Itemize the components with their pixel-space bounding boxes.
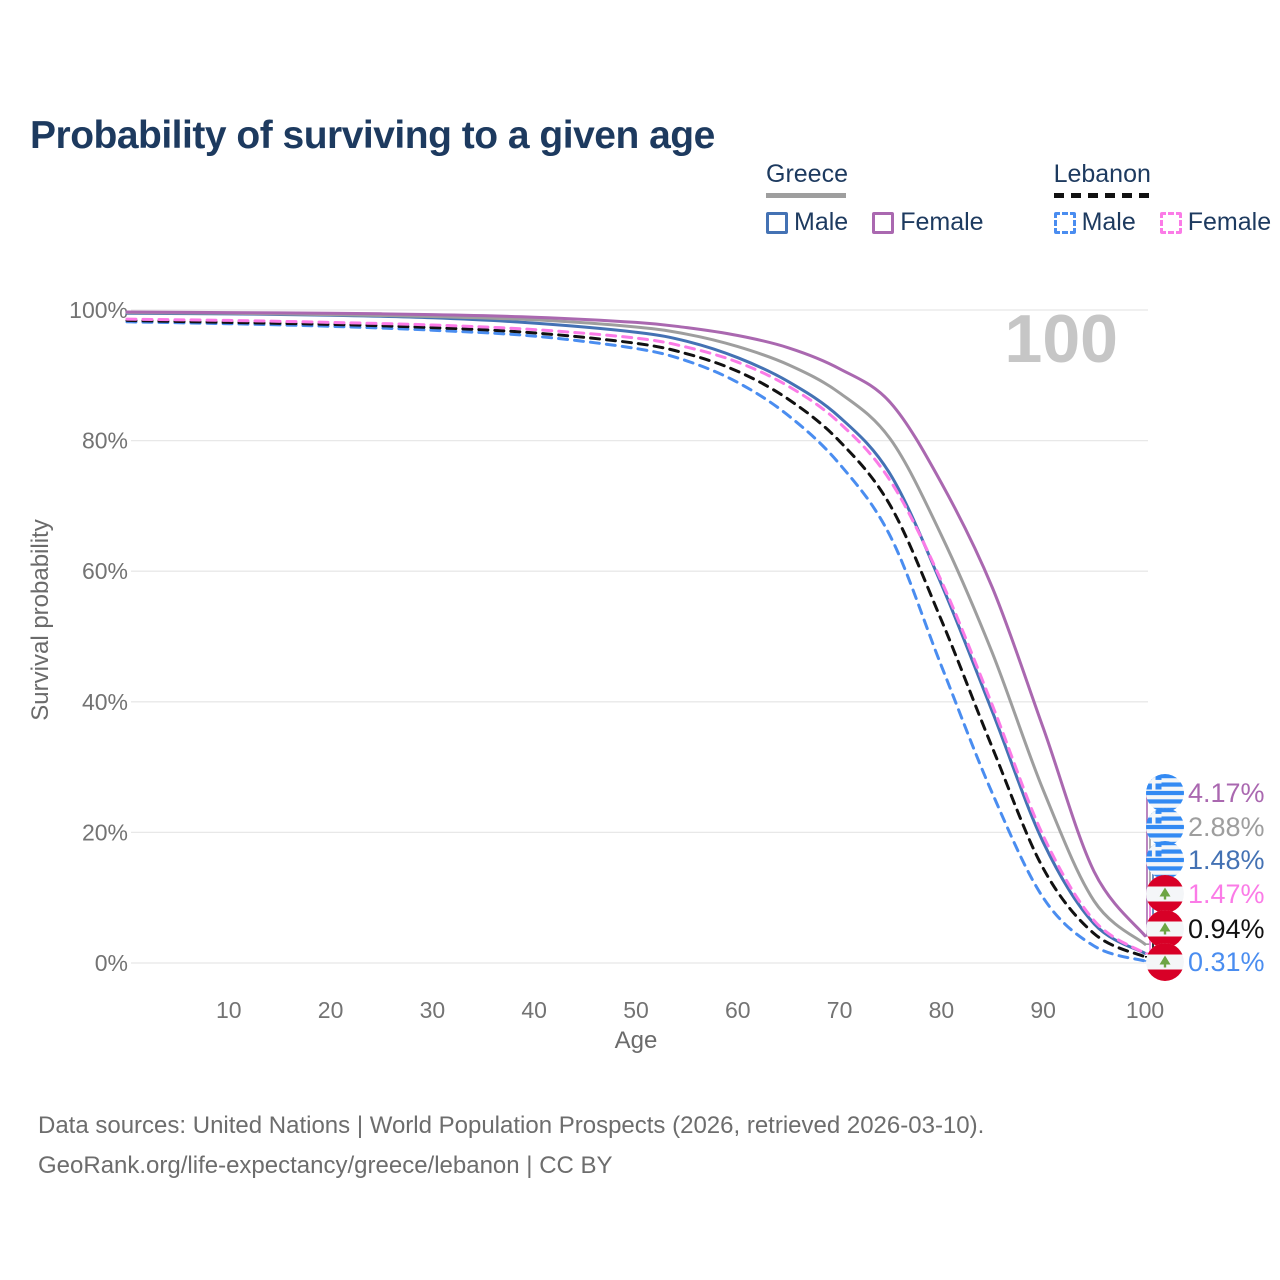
end-label-greece-all: 2.88%: [1188, 812, 1265, 842]
y-tick-label-60%: 60%: [82, 558, 128, 584]
x-tick-label-30: 30: [420, 997, 446, 1023]
flag-icon-lebanon: [1146, 910, 1184, 948]
x-tick-label-60: 60: [725, 997, 751, 1023]
end-label-lebanon-male: 0.31%: [1188, 947, 1265, 977]
series-line-greece-male[interactable]: [125, 311, 1147, 955]
watermark-max-age: 100: [1005, 301, 1118, 377]
y-tick-label-100%: 100%: [69, 297, 128, 323]
legend-group-lebanon: Lebanon Male Female: [1053, 160, 1272, 237]
series-line-lebanon-all[interactable]: [125, 318, 1147, 959]
legend-group-name-lebanon: Lebanon: [1053, 160, 1151, 188]
greece-male-swatch: [766, 211, 788, 234]
lebanon-male-swatch: [1053, 211, 1076, 234]
end-label-lebanon-female: 1.47%: [1188, 879, 1265, 909]
flag-icon-lebanon: [1146, 875, 1184, 913]
y-tick-label-20%: 20%: [82, 819, 128, 845]
x-tick-label-100: 100: [1126, 997, 1164, 1023]
flag-icon-greece: [1146, 774, 1184, 812]
legend-item-greece-male[interactable]: Male: [766, 208, 848, 237]
legend-item-lebanon-female[interactable]: Female: [1159, 208, 1272, 237]
legend-item-label: Female: [900, 208, 984, 236]
flag-icon-greece: [1146, 841, 1184, 879]
legend-item-lebanon-male[interactable]: Male: [1053, 208, 1136, 237]
legend-item-greece-female[interactable]: Female: [872, 208, 984, 237]
x-axis-title: Age: [615, 1027, 658, 1054]
legend-item-label: Female: [1187, 208, 1272, 236]
end-label-greece-male: 1.48%: [1188, 845, 1265, 875]
legend-group-name-greece: Greece: [766, 160, 848, 188]
x-tick-label-20: 20: [318, 997, 344, 1023]
greece-female-swatch: [872, 211, 895, 234]
y-tick-label-80%: 80%: [82, 428, 128, 454]
x-tick-label-50: 50: [623, 997, 649, 1023]
lebanon-line-style-sample: [1053, 193, 1154, 198]
legend-item-label: Male: [1081, 208, 1136, 236]
legend-group-greece: Greece Male Female: [766, 160, 984, 237]
greece-line-style-sample: [766, 193, 846, 198]
series-line-greece-female[interactable]: [125, 310, 1147, 938]
x-tick-label-40: 40: [521, 997, 547, 1023]
legend-item-label: Male: [794, 208, 849, 236]
x-tick-label-80: 80: [929, 997, 955, 1023]
lebanon-female-swatch: [1159, 211, 1182, 234]
x-tick-label-90: 90: [1030, 997, 1056, 1023]
label-connector-greece-female: [1145, 793, 1148, 937]
x-tick-label-70: 70: [827, 997, 853, 1023]
end-label-lebanon-all: 0.94%: [1188, 914, 1265, 944]
y-axis-title: Survival probability: [27, 519, 54, 720]
legend: Greece Male Female Lebanon: [766, 160, 1271, 237]
flag-icon-greece: [1146, 808, 1184, 846]
flag-icon-lebanon: [1146, 943, 1184, 981]
end-label-greece-female: 4.17%: [1188, 778, 1265, 808]
page-title: Probability of surviving to a given age: [30, 114, 715, 158]
y-tick-label-40%: 40%: [82, 689, 128, 715]
series-line-lebanon-male[interactable]: [125, 320, 1147, 963]
series-line-greece-all[interactable]: [125, 311, 1147, 946]
attribution-line: GeoRank.org/life-expectancy/greece/leban…: [38, 1152, 613, 1179]
y-tick-label-0%: 0%: [95, 950, 128, 976]
series-line-lebanon-female[interactable]: [125, 317, 1147, 955]
data-sources-line: Data sources: United Nations | World Pop…: [38, 1112, 985, 1139]
x-tick-label-10: 10: [216, 997, 242, 1023]
data-sources-note: Data sources: United Nations | World Pop…: [38, 1106, 984, 1186]
